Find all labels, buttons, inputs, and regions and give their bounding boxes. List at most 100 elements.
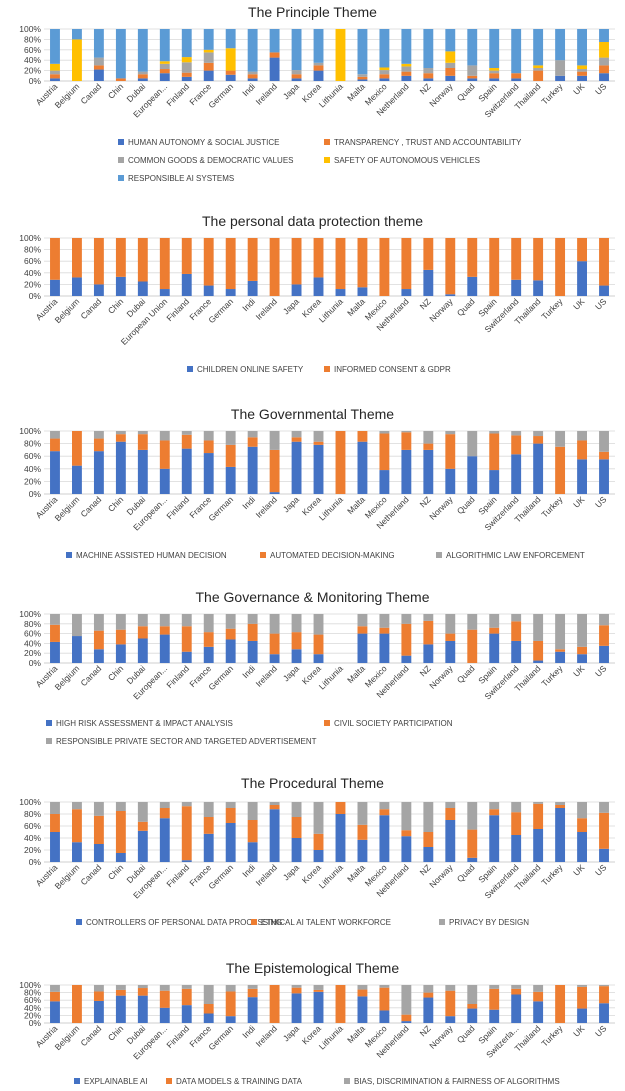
- bar-segment-2-us: [599, 451, 609, 460]
- bar-segment-2-ireland: [269, 633, 280, 655]
- bar-segment-1-norway: [445, 820, 456, 862]
- legend-swatch: [118, 139, 124, 145]
- y-tick-label: 80%: [24, 34, 41, 44]
- y-tick-label: 60%: [24, 821, 41, 831]
- bar-segment-5-belgium: [72, 29, 82, 40]
- bar-segment-2-german: [225, 444, 236, 467]
- bar-segment-2-malta: [357, 626, 368, 634]
- bar-segment-5-uk: [577, 29, 587, 66]
- x-tick-label: Lithunia: [317, 1023, 345, 1051]
- bar-segment-2-mexico: [379, 238, 390, 296]
- bar-segment-5-german: [225, 29, 236, 49]
- bar-segment-3-korea: [313, 614, 324, 635]
- bar-segment-2-mexico: [379, 627, 390, 634]
- bar-segment-1-belgium: [72, 277, 82, 296]
- legend-label: RESPONSIBLE AI SYSTEMS: [128, 174, 234, 183]
- bar-segment-3-malta: [357, 802, 368, 825]
- x-tick-label: US: [593, 81, 609, 97]
- bar-segment-2-chin: [115, 989, 126, 996]
- bar-segment-3-canad: [93, 802, 104, 816]
- legend-swatch: [76, 919, 82, 925]
- bar-segment-3-austria: [50, 985, 60, 992]
- x-tick-label: US: [593, 1023, 609, 1039]
- bar-segment-2-spain: [489, 627, 500, 634]
- bar-segment-3-austria: [50, 431, 60, 439]
- bar-segment-1-chin: [115, 276, 126, 296]
- bar-segment-3-quad: [467, 65, 478, 76]
- y-tick-label: 100%: [19, 426, 41, 436]
- legend-swatch: [436, 552, 442, 558]
- bar-segment-2-korea: [313, 989, 324, 992]
- bar-segment-1-ireland: [269, 654, 280, 663]
- bar-segment-3-norway: [445, 431, 456, 435]
- bar-segment-1-korea: [313, 654, 324, 663]
- y-tick-label: 80%: [24, 988, 41, 998]
- bar-segment-1-malta: [357, 839, 368, 862]
- x-tick-label: Finland: [164, 296, 191, 323]
- bar-segment-1-european: [159, 468, 170, 494]
- bar-segment-3-european: [159, 802, 170, 808]
- x-tick-label: German: [206, 663, 235, 692]
- y-tick-label: 0%: [29, 857, 42, 867]
- bar-segment-3-quad: [467, 802, 478, 830]
- bar-segment-5-european: [159, 29, 170, 62]
- bar-segment-1-indi: [247, 842, 258, 862]
- bar-segment-2-netherland: [401, 623, 412, 656]
- bar-segment-3-german: [225, 431, 236, 445]
- bar-segment-2-us: [599, 812, 609, 849]
- bar-segment-2-dubai: [137, 821, 148, 831]
- bar-segment-3-spain: [489, 431, 500, 434]
- bar-segment-1-nz: [423, 997, 434, 1023]
- bar-segment-3-chin: [115, 614, 126, 630]
- bar-segment-3-thailand: [533, 985, 544, 992]
- bar-segment-3-thailand: [533, 802, 544, 804]
- bar-segment-1-norway: [445, 468, 456, 494]
- bar-segment-2-france: [203, 1004, 214, 1014]
- bar-segment-3-norway: [445, 802, 456, 808]
- bar-segment-1-canad: [93, 844, 104, 862]
- bar-segment-3-norway: [445, 62, 456, 68]
- y-tick-label: 40%: [24, 464, 41, 474]
- bar-segment-2-quad: [467, 238, 478, 277]
- bar-segment-1-switzerland: [511, 78, 522, 81]
- bar-segment-2-thailand: [533, 803, 544, 829]
- bar-segment-2-lithunia: [335, 985, 346, 1023]
- bar-segment-3-korea: [313, 985, 324, 990]
- bar-segment-1-lithunia: [335, 289, 346, 296]
- x-tick-label: Canad: [79, 296, 104, 321]
- bar-segment-1-norway: [445, 294, 456, 296]
- bar-segment-3-us: [599, 614, 609, 626]
- x-tick-label: US: [593, 663, 609, 679]
- bar-segment-3-dubai: [137, 71, 148, 75]
- x-tick-label: Ireland: [254, 494, 280, 520]
- bar-segment-3-switzerland: [511, 431, 522, 436]
- bar-segment-2-belgium: [72, 985, 82, 1023]
- bar-segment-5-thailand: [533, 29, 544, 66]
- bar-segment-3-turkey: [555, 802, 566, 805]
- bar-segment-2-malta: [357, 431, 368, 442]
- legend-label: ETHICAL AI TALENT WORKFORCE: [261, 918, 391, 927]
- bar-segment-2-mexico: [379, 433, 390, 471]
- bar-segment-2-ireland: [269, 238, 280, 296]
- y-tick-label: 20%: [24, 845, 41, 855]
- chart-2: The personal data protection theme 0% 20%4…: [19, 213, 615, 374]
- bar-segment-1-german: [225, 74, 236, 81]
- bar-segment-1-dubai: [137, 281, 148, 296]
- x-tick-label: Belgium: [53, 862, 82, 891]
- bar-segment-3-france: [203, 52, 214, 63]
- bar-segment-2-ireland: [269, 52, 280, 58]
- bar-segment-3-ireland: [269, 802, 280, 805]
- bar-segment-3-canad: [93, 57, 104, 66]
- x-tick-label: Lithunia: [317, 663, 345, 691]
- legend-swatch: [118, 175, 124, 181]
- bar-segment-1-belgium: [72, 465, 82, 494]
- bar-segment-1-netherland: [401, 289, 412, 296]
- bar-segment-3-indi: [247, 985, 258, 989]
- bar-segment-3-switzerla: [511, 985, 522, 989]
- x-tick-label: US: [593, 494, 609, 510]
- bar-segment-1-uk: [577, 654, 587, 663]
- bar-segment-1-malta: [357, 79, 368, 81]
- bar-segment-1-japa: [291, 78, 302, 81]
- y-tick-label: 60%: [24, 629, 41, 639]
- y-tick-label: 0%: [29, 291, 42, 301]
